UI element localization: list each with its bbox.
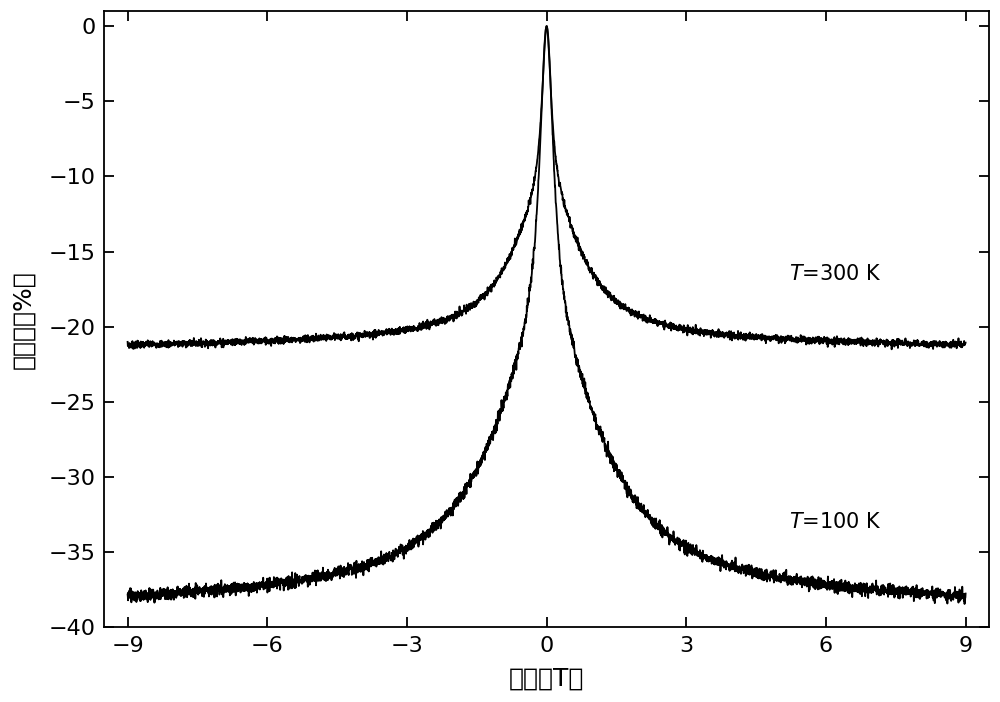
Y-axis label: 磁电阻（%）: 磁电阻（%） bbox=[11, 270, 35, 369]
X-axis label: 磁场（T）: 磁场（T） bbox=[509, 667, 584, 691]
Text: $T$=100 K: $T$=100 K bbox=[789, 512, 881, 532]
Text: $T$=300 K: $T$=300 K bbox=[789, 264, 881, 284]
